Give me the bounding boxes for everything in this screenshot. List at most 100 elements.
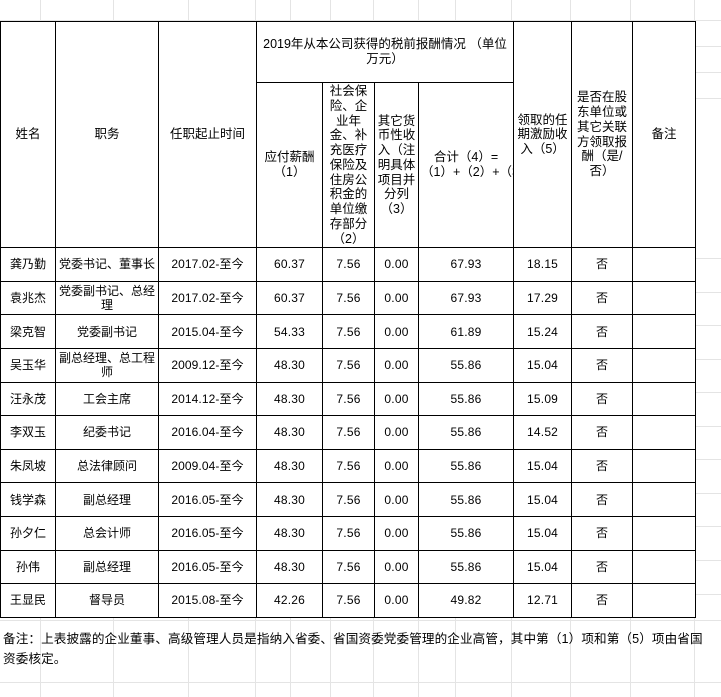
- cell-salary: 60.37: [256, 280, 323, 316]
- cell-remark: [632, 415, 697, 450]
- cell-remark: [632, 280, 697, 316]
- cell-post: 纪委书记: [55, 415, 159, 450]
- cell-related-party: 否: [571, 516, 634, 551]
- column-header-post: 职务: [55, 20, 159, 249]
- cell-other-cash: 0.00: [374, 280, 419, 316]
- cell-salary: 48.30: [256, 549, 323, 585]
- cell-insurance: 7.56: [322, 280, 375, 316]
- cell-remark: [632, 549, 697, 585]
- cell-name: 孙夕仁: [0, 516, 56, 551]
- cell-salary: 54.33: [256, 314, 323, 350]
- cell-tenure: 2016.05-至今: [158, 482, 257, 517]
- cell-other-cash: 0.00: [374, 583, 419, 618]
- table-row: 朱凤坡 总法律顾问 2009.04-至今 48.30 7.56 0.00 55.86 15.0…: [0, 448, 697, 484]
- cell-incentive: 15.09: [513, 381, 573, 417]
- cell-insurance: 7.56: [322, 415, 375, 450]
- cell-salary: 48.30: [256, 516, 323, 551]
- cell-name: 吴玉华: [0, 348, 56, 383]
- cell-tenure: 2017.02-至今: [158, 280, 257, 316]
- cell-total: 55.86: [417, 482, 515, 517]
- cell-other-cash: 0.00: [374, 381, 419, 417]
- column-header-incentive: 领取的任期激励收入（5）: [513, 20, 573, 249]
- cell-total: 55.86: [417, 381, 515, 417]
- table-row: 钱学森 副总经理 2016.05-至今 48.30 7.56 0.00 55.86 15.04…: [0, 482, 697, 517]
- cell-remark: [632, 348, 697, 383]
- cell-insurance: 7.56: [322, 448, 375, 484]
- cell-post: 工会主席: [55, 381, 159, 417]
- cell-total: 55.86: [417, 549, 515, 585]
- cell-salary: 60.37: [256, 247, 323, 282]
- cell-incentive: 15.24: [513, 314, 573, 350]
- cell-related-party: 否: [571, 247, 634, 282]
- cell-total: 61.89: [417, 314, 515, 350]
- cell-name: 孙伟: [0, 549, 56, 585]
- cell-tenure: 2015.08-至今: [158, 583, 257, 618]
- table-row: 吴玉华 副总经理、总工程师 2009.12-至今 48.30 7.56 0.00 55.86…: [0, 348, 697, 383]
- cell-total: 67.93: [417, 247, 515, 282]
- header-row-group: 姓名 职务 任职起止时间 2019年从本公司获得的税前报酬情况 （单位万元） 领…: [0, 20, 697, 249]
- cell-related-party: 否: [571, 314, 634, 350]
- cell-remark: [632, 448, 697, 484]
- cell-name: 汪永茂: [0, 381, 56, 417]
- cell-total: 49.82: [417, 583, 515, 618]
- cell-tenure: 2016.05-至今: [158, 516, 257, 551]
- column-header-other-cash: 其它货币性收入（注明具体项目并分列（3）: [374, 81, 419, 249]
- cell-total: 55.86: [417, 448, 515, 484]
- cell-other-cash: 0.00: [374, 415, 419, 450]
- cell-salary: 48.30: [256, 482, 323, 517]
- cell-name: 李双玉: [0, 415, 56, 450]
- cell-incentive: 15.04: [513, 348, 573, 383]
- table-row: 汪永茂 工会主席 2014.12-至今 48.30 7.56 0.00 55.86 15.09…: [0, 381, 697, 417]
- cell-remark: [632, 247, 697, 282]
- table-body: 龚乃勤 党委书记、董事长 2017.02-至今 60.37 7.56 0.00 67.93 1…: [0, 247, 697, 618]
- cell-related-party: 否: [571, 482, 634, 517]
- table-row: 王显民 督导员 2015.08-至今 42.26 7.56 0.00 49.82 12.71 否: [0, 583, 697, 618]
- cell-related-party: 否: [571, 549, 634, 585]
- cell-incentive: 15.04: [513, 516, 573, 551]
- table-row: 李双玉 纪委书记 2016.04-至今 48.30 7.56 0.00 55.86 14.52…: [0, 415, 697, 450]
- cell-incentive: 15.04: [513, 549, 573, 585]
- cell-remark: [632, 482, 697, 517]
- cell-insurance: 7.56: [322, 381, 375, 417]
- cell-tenure: 2016.04-至今: [158, 415, 257, 450]
- cell-remark: [632, 516, 697, 551]
- cell-tenure: 2016.05-至今: [158, 549, 257, 585]
- cell-insurance: 7.56: [322, 549, 375, 585]
- cell-post: 党委副书记、总经理: [55, 280, 159, 316]
- cell-related-party: 否: [571, 583, 634, 618]
- cell-post: 党委副书记: [55, 314, 159, 350]
- cell-other-cash: 0.00: [374, 314, 419, 350]
- cell-salary: 48.30: [256, 348, 323, 383]
- table-row: 孙夕仁 总会计师 2016.05-至今 48.30 7.56 0.00 55.86 15.04…: [0, 516, 697, 551]
- cell-post: 督导员: [55, 583, 159, 618]
- cell-tenure: 2015.04-至今: [158, 314, 257, 350]
- cell-incentive: 18.15: [513, 247, 573, 282]
- cell-related-party: 否: [571, 448, 634, 484]
- cell-insurance: 7.56: [322, 482, 375, 517]
- cell-related-party: 否: [571, 348, 634, 383]
- cell-other-cash: 0.00: [374, 516, 419, 551]
- cell-incentive: 15.04: [513, 448, 573, 484]
- cell-other-cash: 0.00: [374, 448, 419, 484]
- column-header-insurance: 社会保险、企业年金、补充医疗保险及住房公积金的单位缴存部分（2）: [322, 81, 375, 249]
- column-header-total: 合计（4）=（1）+（2）+（3）: [417, 81, 515, 249]
- cell-incentive: 15.04: [513, 482, 573, 517]
- cell-post: 总会计师: [55, 516, 159, 551]
- cell-salary: 48.30: [256, 381, 323, 417]
- cell-insurance: 7.56: [322, 247, 375, 282]
- cell-post: 总法律顾问: [55, 448, 159, 484]
- cell-name: 朱凤坡: [0, 448, 56, 484]
- table-row: 龚乃勤 党委书记、董事长 2017.02-至今 60.37 7.56 0.00 67.93 1…: [0, 247, 697, 282]
- cell-related-party: 否: [571, 415, 634, 450]
- table-row: 袁兆杰 党委副书记、总经理 2017.02-至今 60.37 7.56 0.00 67.93…: [0, 280, 697, 316]
- column-header-remark: 备注: [632, 20, 697, 249]
- cell-insurance: 7.56: [322, 516, 375, 551]
- cell-remark: [632, 583, 697, 618]
- cell-incentive: 17.29: [513, 280, 573, 316]
- cell-related-party: 否: [571, 381, 634, 417]
- column-header-name: 姓名: [0, 20, 56, 249]
- cell-name: 钱学森: [0, 482, 56, 517]
- cell-tenure: 2009.12-至今: [158, 348, 257, 383]
- cell-name: 袁兆杰: [0, 280, 56, 316]
- table-row: 梁克智 党委副书记 2015.04-至今 54.33 7.56 0.00 61.89 15.2…: [0, 314, 697, 350]
